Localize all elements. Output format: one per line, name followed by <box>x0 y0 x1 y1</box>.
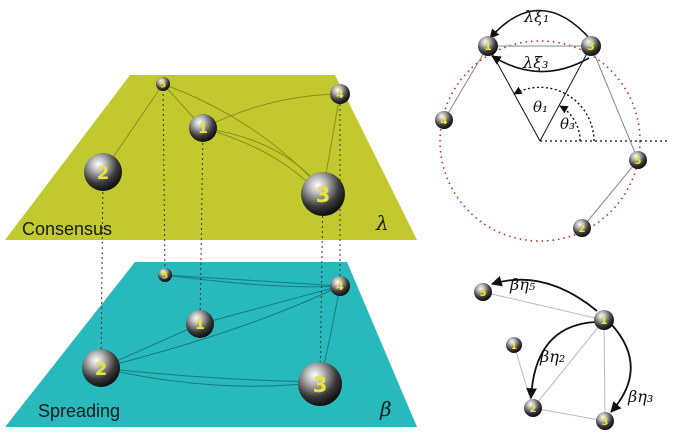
theta1-label: θ₁ <box>533 98 548 116</box>
consensus-edges <box>102 83 341 196</box>
lambda-label: λ <box>375 211 389 235</box>
svg-text:2: 2 <box>530 404 537 415</box>
spreading-small-diagram: 5 1 1 2 3 βη₅ βη₂ βη₃ <box>474 275 653 430</box>
svg-text:4: 4 <box>441 116 448 127</box>
beta-eta5-label: βη₅ <box>509 275 536 294</box>
spread-node-3: 3 <box>596 412 614 430</box>
svg-text:4: 4 <box>336 88 344 101</box>
consensus-circle-diagram: 1 3 4 5 2 λξ₁ λξ₃ θ₁ θ₃ <box>435 7 668 242</box>
svg-text:5: 5 <box>635 156 642 167</box>
beta-label: β <box>379 397 392 421</box>
svg-text:3: 3 <box>313 373 328 397</box>
svg-text:3: 3 <box>316 183 331 207</box>
consensus-node-2: 2 <box>84 153 122 191</box>
spreading-node-4: 4 <box>330 276 350 296</box>
spreading-label: Spreading <box>38 401 120 421</box>
consensus-node-3: 3 <box>301 172 345 216</box>
spreading-node-3: 3 <box>298 362 342 406</box>
consensus-label: Consensus <box>22 219 112 239</box>
spreading-node-2: 2 <box>82 349 120 387</box>
consensus-node-4: 4 <box>330 84 350 104</box>
circle-node-1: 1 <box>478 36 498 56</box>
svg-text:1: 1 <box>511 342 517 352</box>
spreading-node-5: 5 <box>158 268 172 282</box>
circle-node-5: 5 <box>629 151 647 169</box>
svg-text:1: 1 <box>198 121 208 137</box>
svg-text:4: 4 <box>336 280 344 293</box>
svg-text:2: 2 <box>97 163 110 184</box>
consensus-node-1: 1 <box>189 114 217 142</box>
consensus-plane <box>5 75 417 240</box>
svg-text:5: 5 <box>480 288 487 299</box>
svg-text:3: 3 <box>602 417 609 428</box>
consensus-node-5: 5 <box>156 77 170 91</box>
svg-text:1: 1 <box>484 40 492 53</box>
beta-eta2-label: βη₂ <box>539 347 565 366</box>
theta3-label: θ₃ <box>560 115 575 133</box>
svg-text:3: 3 <box>587 40 595 53</box>
spread-node-5: 5 <box>474 283 492 301</box>
arc-label-lambda-xi1: λξ₁ <box>523 7 549 26</box>
circle-node-2: 2 <box>573 219 591 237</box>
spread-node-2: 2 <box>524 399 542 417</box>
svg-text:1: 1 <box>600 314 608 327</box>
svg-text:2: 2 <box>95 359 108 380</box>
spread-node-1-small: 1 <box>506 337 522 353</box>
svg-text:2: 2 <box>579 224 586 235</box>
svg-text:5: 5 <box>162 272 168 282</box>
spread-node-1-center: 1 <box>594 310 614 330</box>
spreading-node-1: 1 <box>186 310 214 338</box>
circle-node-4: 4 <box>435 111 453 129</box>
arc-label-lambda-xi3: λξ₃ <box>522 53 548 72</box>
circle-node-3: 3 <box>581 36 601 56</box>
beta-eta3-label: βη₃ <box>627 387 653 406</box>
svg-text:5: 5 <box>160 81 166 91</box>
svg-text:1: 1 <box>195 317 205 333</box>
